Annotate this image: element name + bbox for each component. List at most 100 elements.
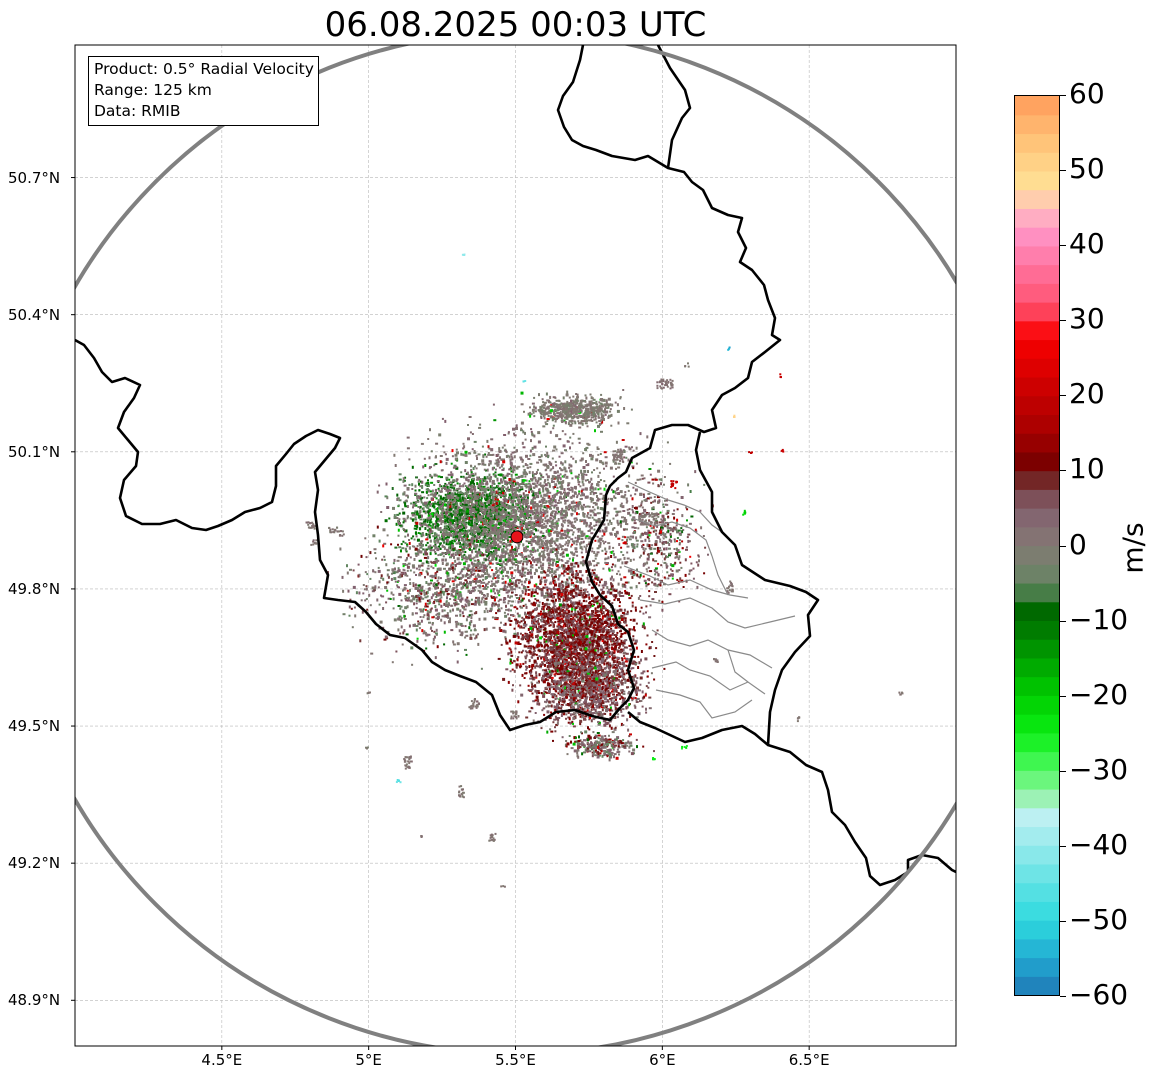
echo-cell	[439, 542, 442, 546]
echo-cell	[541, 500, 544, 504]
echo-cell	[507, 506, 510, 509]
echo-cell	[488, 514, 491, 517]
echo-cell	[597, 481, 601, 483]
echo-cell	[474, 586, 477, 589]
echo-cell	[428, 490, 430, 493]
echo-cell	[487, 501, 490, 504]
echo-cell	[511, 457, 514, 461]
echo-cell	[429, 508, 432, 512]
echo-cell	[552, 558, 556, 562]
echo-cell	[572, 553, 576, 556]
echo-cell	[654, 477, 657, 480]
echo-cell	[596, 512, 599, 515]
echo-cell	[464, 514, 467, 518]
echo-cell	[626, 500, 629, 503]
echo-cell	[564, 548, 568, 552]
echo-cell	[580, 490, 583, 494]
echo-cell	[547, 603, 551, 606]
echo-cell	[543, 649, 546, 653]
echo-cell	[648, 696, 652, 699]
echo-cell	[446, 541, 449, 544]
echo-cell	[435, 546, 438, 549]
echo-cell	[520, 495, 523, 499]
echo-cell	[503, 434, 507, 436]
echo-cell	[507, 517, 510, 519]
echo-cell	[535, 521, 539, 525]
echo-cell	[579, 581, 582, 584]
echo-cell	[539, 612, 543, 616]
echo-cell	[512, 427, 515, 431]
echo-cell	[494, 501, 497, 504]
echo-cell	[549, 469, 552, 472]
echo-cell	[527, 531, 531, 535]
echo-cell	[509, 518, 513, 521]
echo-cell	[496, 535, 500, 539]
echo-cell	[567, 591, 570, 595]
echo-cell	[563, 495, 566, 499]
echo-cell	[485, 528, 488, 530]
echo-cell	[402, 511, 406, 515]
echo-cell	[439, 531, 442, 534]
echo-cell	[430, 481, 434, 484]
echo-cell	[515, 516, 518, 520]
echo-cell	[523, 550, 527, 553]
echo-cell	[532, 558, 536, 561]
echo-cell	[524, 621, 526, 625]
echo-cell	[505, 450, 508, 453]
echo-cell	[504, 558, 508, 562]
echo-cell	[461, 512, 464, 516]
echo-cell	[623, 556, 626, 560]
echo-cell	[534, 508, 538, 512]
echo-cell	[512, 499, 515, 503]
echo-cell	[531, 692, 534, 695]
echo-cell	[583, 469, 587, 473]
echo-cell	[451, 455, 454, 458]
echo-cell	[540, 525, 543, 529]
echo-cell	[561, 462, 564, 465]
echo-cell	[432, 512, 435, 515]
echo-cell	[438, 433, 442, 437]
echo-cell	[467, 479, 470, 482]
echo-cell	[488, 540, 491, 543]
echo-cell	[614, 490, 617, 493]
echo-cell	[530, 530, 533, 533]
echo-cell	[522, 482, 525, 485]
echo-cell	[513, 455, 516, 459]
echo-cell	[509, 566, 512, 570]
echo-cell	[454, 518, 457, 521]
echo-cell	[609, 551, 612, 554]
echo-cell	[549, 502, 552, 505]
echo-cell	[571, 533, 574, 536]
echo-cell	[613, 495, 616, 499]
echo-cell	[436, 507, 439, 510]
echo-cell	[441, 537, 444, 541]
echo-cell	[497, 500, 500, 503]
echo-cell	[447, 577, 450, 580]
echo-cell	[404, 476, 407, 479]
echo-cell	[454, 526, 458, 529]
echo-cell	[501, 533, 505, 536]
echo-cell	[403, 484, 407, 487]
echo-cell	[449, 481, 452, 484]
echo-cell	[491, 487, 495, 491]
echo-cell	[509, 530, 511, 534]
echo-cell	[547, 541, 551, 543]
echo-cell	[451, 449, 454, 453]
echo-cell	[482, 532, 485, 536]
echo-cell	[486, 514, 489, 518]
echo-cell	[426, 529, 429, 532]
echo-cell	[643, 477, 646, 480]
radar-echoes	[305, 253, 904, 888]
echo-cell	[416, 513, 419, 516]
echo-cell	[509, 482, 512, 485]
echo-cell	[443, 567, 446, 570]
echo-cell	[477, 515, 480, 518]
echo-cell	[503, 521, 506, 525]
echo-cell	[528, 480, 531, 483]
echo-cell	[433, 505, 436, 509]
echo-cell	[565, 514, 568, 517]
echo-cell	[578, 492, 580, 495]
echo-cell	[540, 498, 544, 501]
echo-cell	[521, 519, 524, 523]
